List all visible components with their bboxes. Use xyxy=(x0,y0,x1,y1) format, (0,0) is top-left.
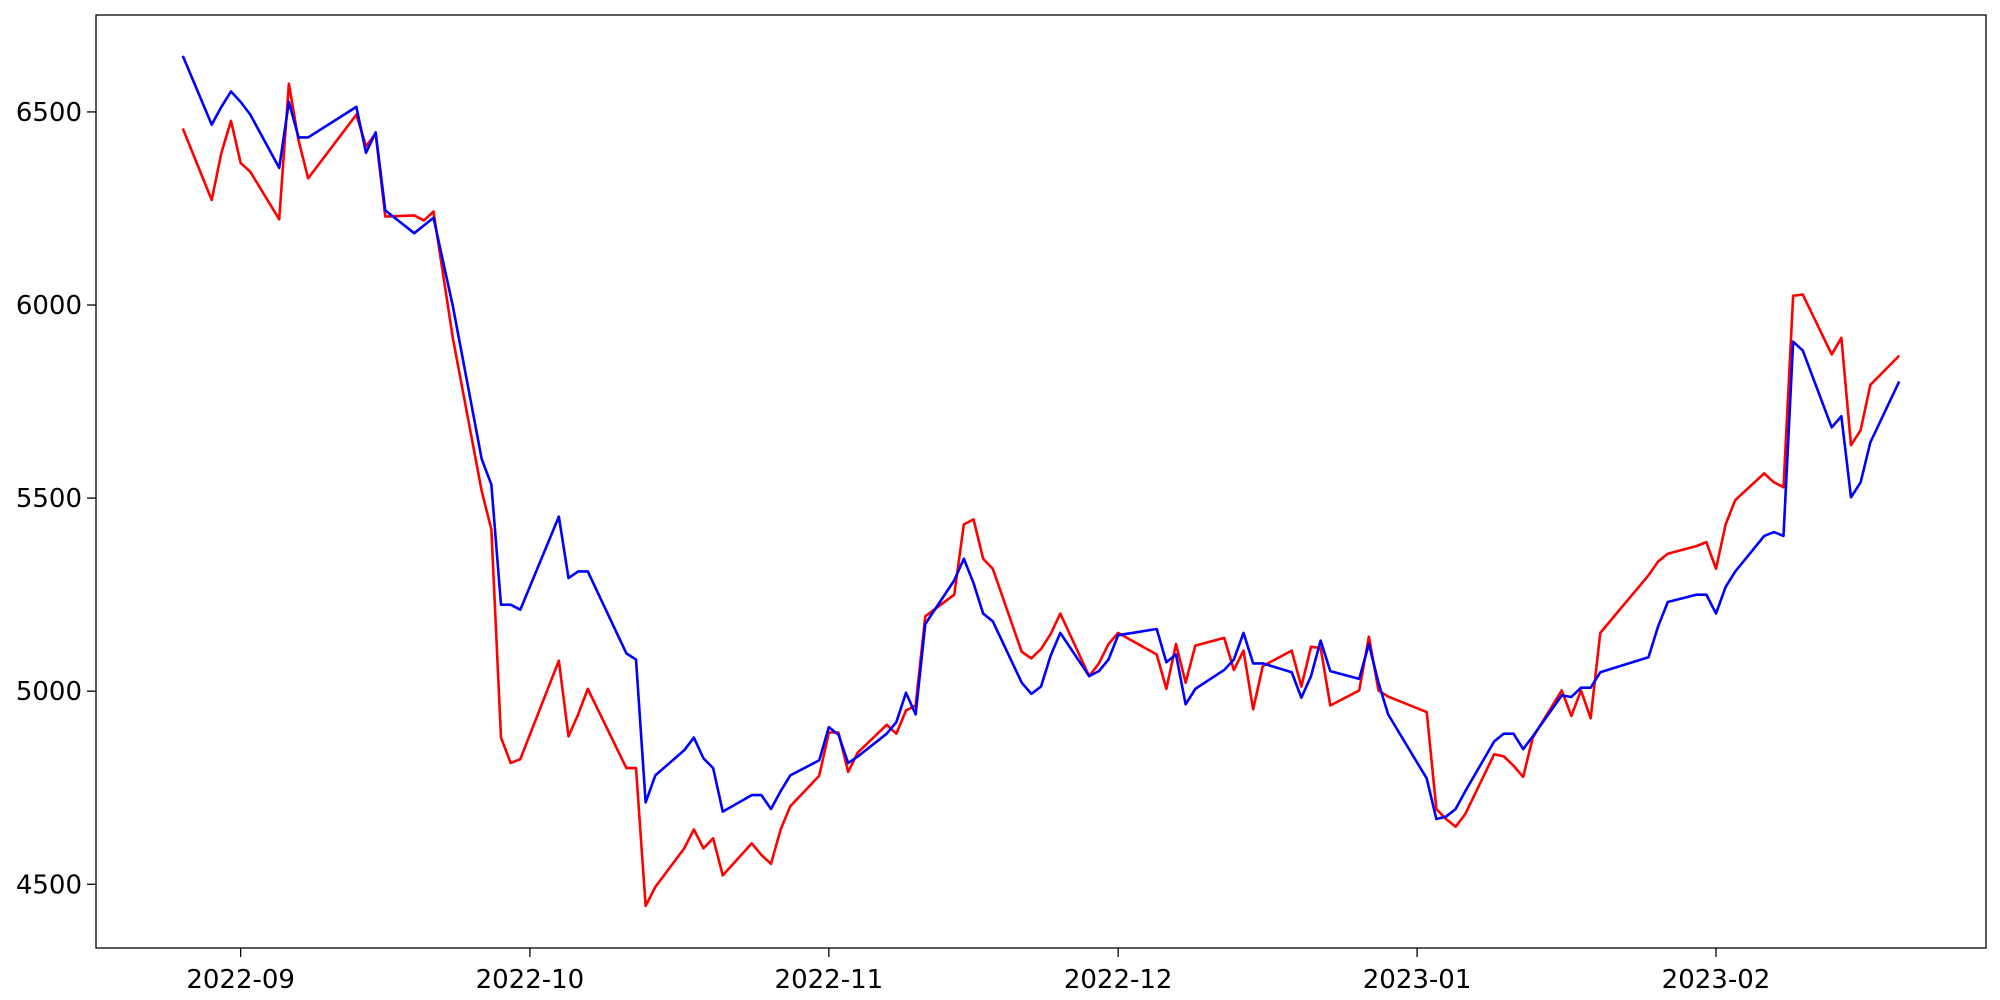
y-tick-label: 5500 xyxy=(16,484,82,514)
x-tick-label: 2023-01 xyxy=(1363,965,1472,995)
y-tick-label: 5000 xyxy=(16,677,82,707)
x-tick-label: 2022-11 xyxy=(775,965,884,995)
x-tick-label: 2022-12 xyxy=(1064,965,1173,995)
axes-frame xyxy=(95,14,1987,949)
y-tick-label: 6000 xyxy=(16,291,82,321)
x-tick-label: 2023-02 xyxy=(1662,965,1771,995)
x-tick-label: 2022-10 xyxy=(476,965,585,995)
series-line xyxy=(181,82,1901,908)
x-tick-label: 2022-09 xyxy=(186,965,295,995)
y-tick-label: 4500 xyxy=(16,870,82,900)
y-tick-label: 6500 xyxy=(16,98,82,128)
series-line xyxy=(181,55,1901,821)
